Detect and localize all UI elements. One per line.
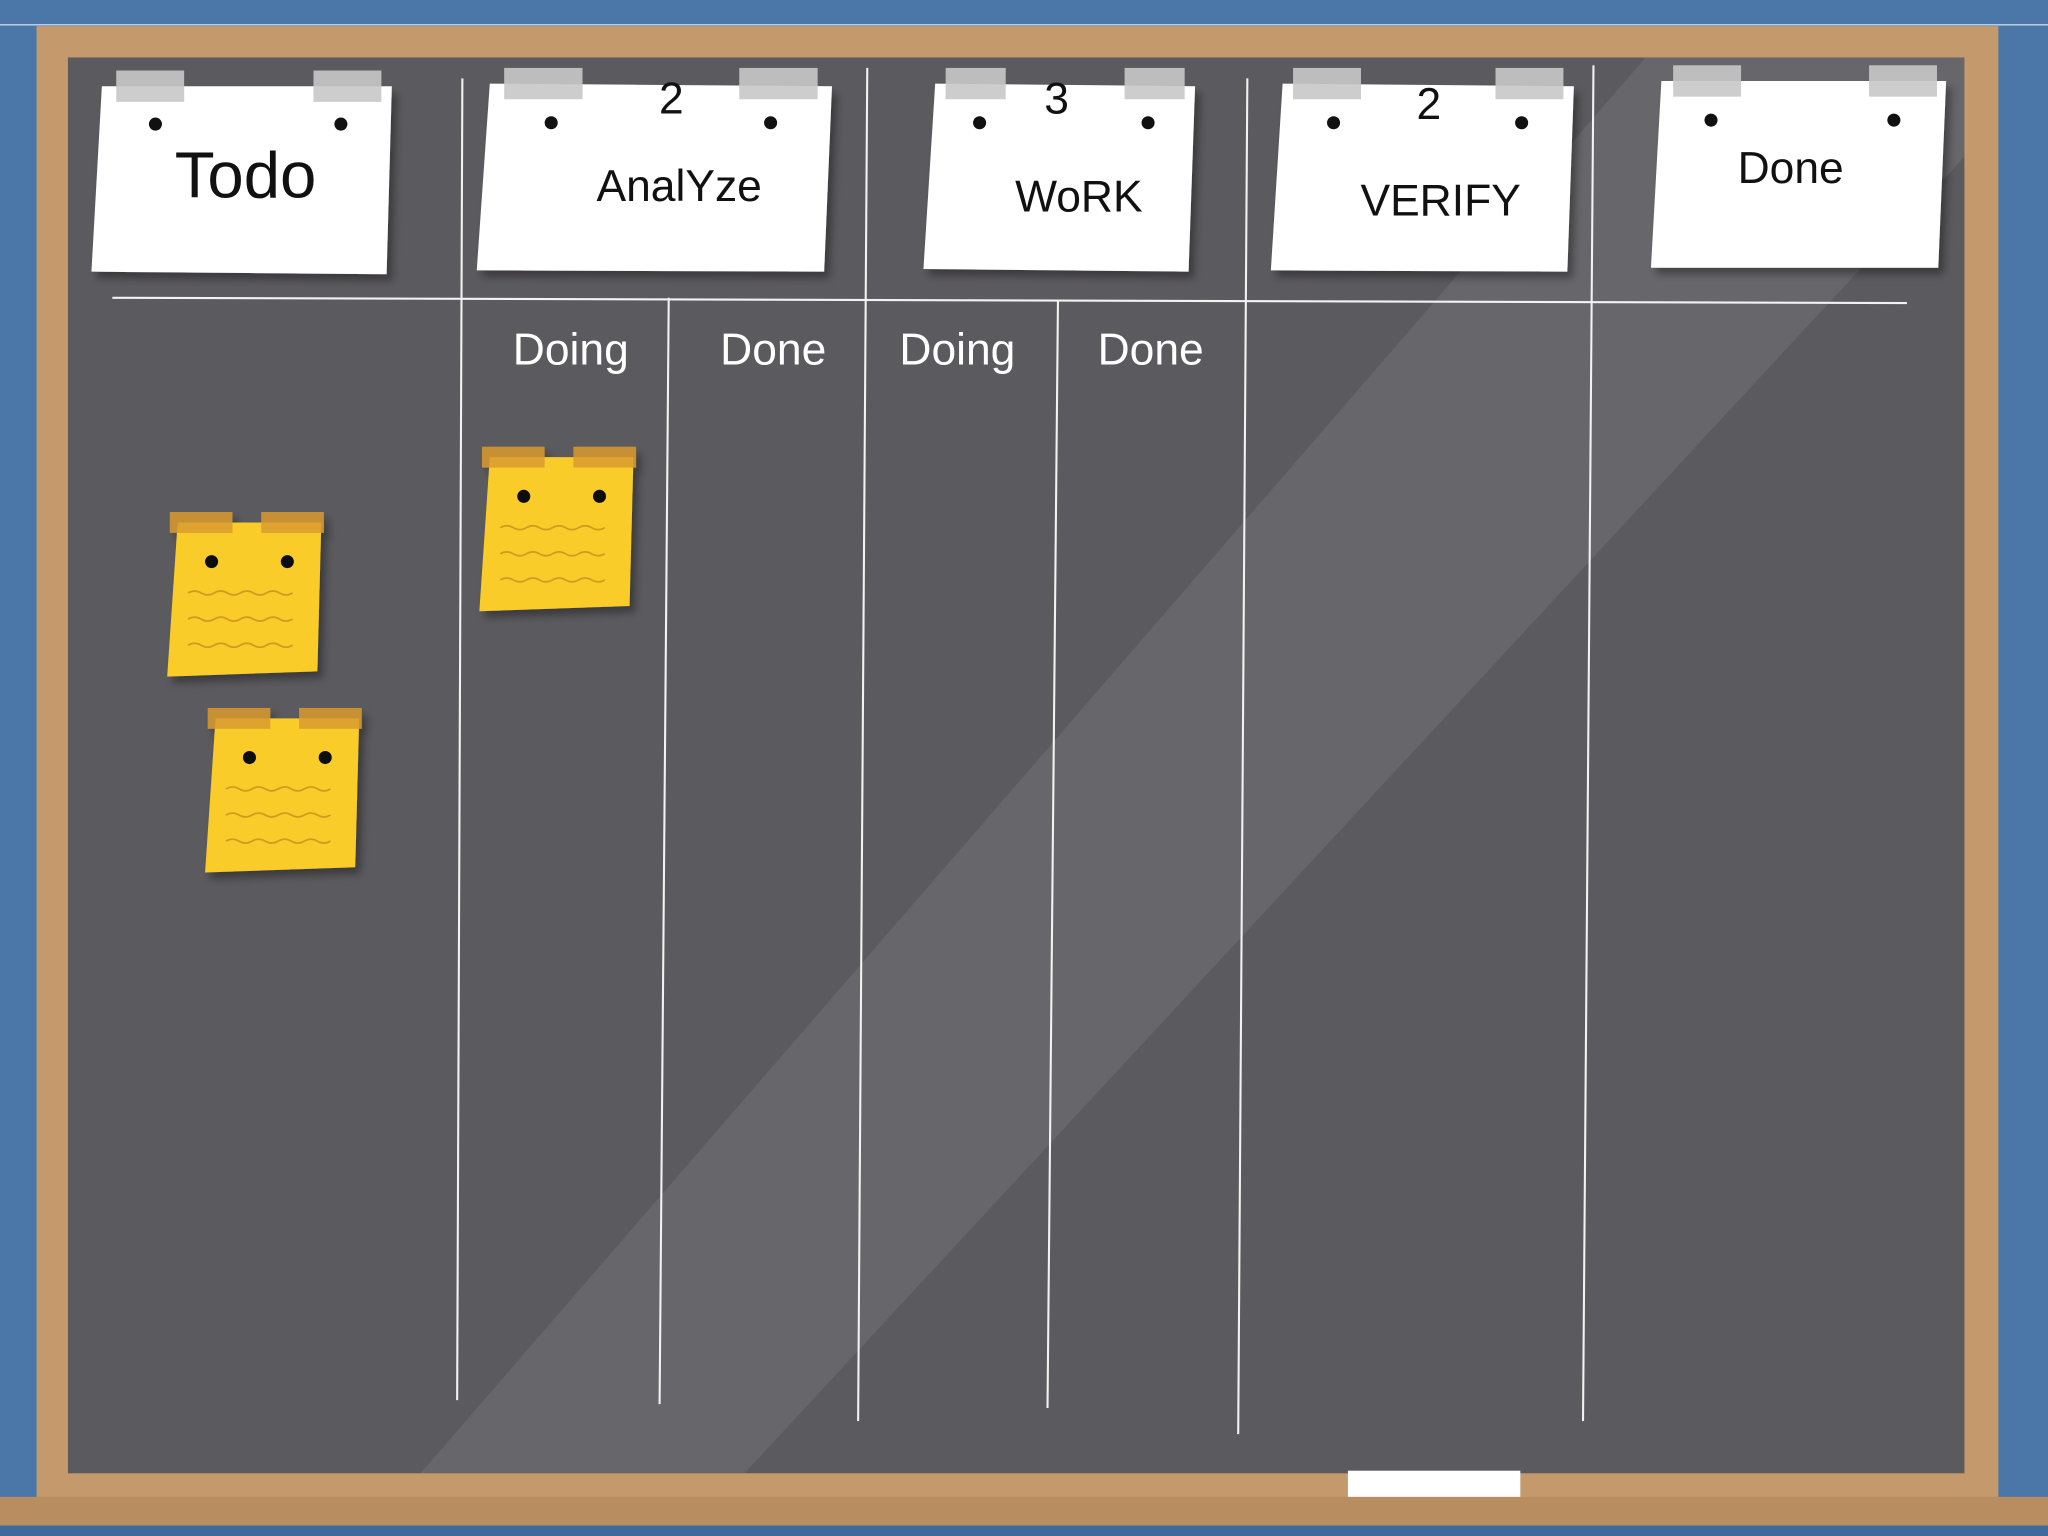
chalkboard [67, 57, 1965, 1474]
subcolumn-title: Done [720, 325, 826, 374]
sticky-note[interactable] [478, 445, 637, 613]
column-title: AnalYze [597, 162, 762, 211]
subcolumn-title: Doing [513, 325, 629, 374]
column-title: VERIFY [1360, 176, 1520, 225]
sticky-note[interactable] [204, 707, 363, 874]
gloss [420, 57, 1965, 1474]
chalk [1347, 1470, 1521, 1497]
subcolumn-title: Doing [899, 325, 1015, 374]
column-title: Done [1738, 144, 1844, 193]
wip-limit: 2 [659, 75, 684, 124]
chalk-lines [112, 65, 1907, 1435]
header-cards [91, 80, 1947, 275]
wip-limit: 3 [1044, 75, 1069, 124]
column-title: WoRK [1015, 173, 1143, 222]
wip-limit: 2 [1417, 80, 1442, 129]
subcolumn-title: Done [1098, 325, 1204, 374]
sticky-note[interactable] [166, 511, 325, 678]
column-title: Todo [175, 138, 317, 211]
